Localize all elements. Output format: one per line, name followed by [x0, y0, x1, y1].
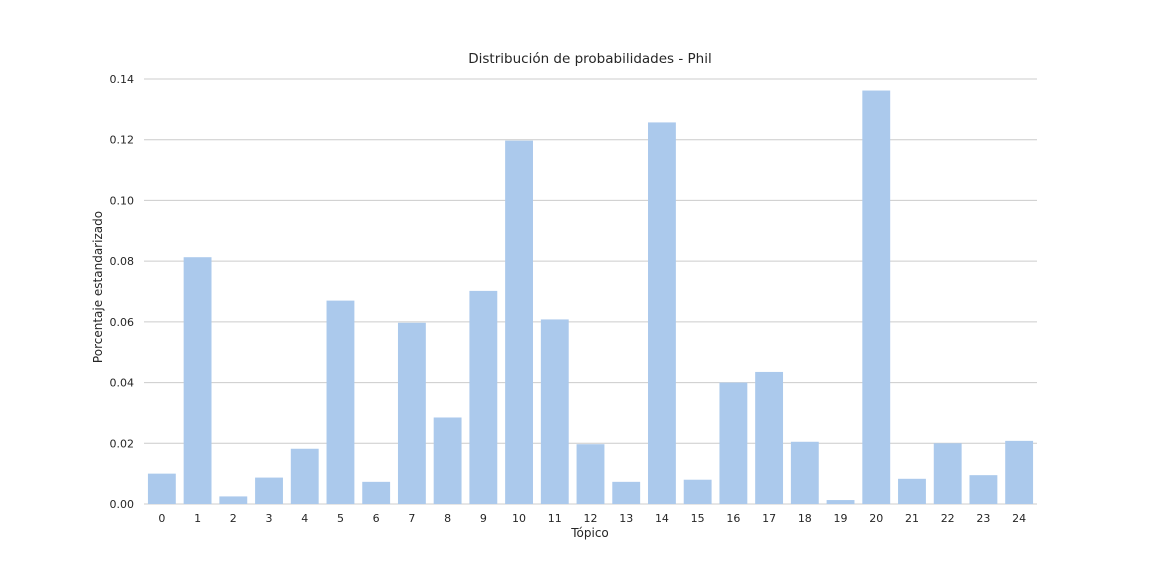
x-tick-label: 9	[480, 512, 487, 525]
bar-topic-18	[790, 441, 819, 504]
bar-topic-22	[933, 443, 962, 504]
x-tick-label: 2	[230, 512, 237, 525]
x-tick-label: 23	[976, 512, 990, 525]
bar-topic-17	[755, 371, 784, 504]
bar-topic-5	[326, 300, 355, 504]
x-tick-label: 24	[1012, 512, 1026, 525]
bar-topic-16	[719, 382, 748, 504]
bar-topic-21	[898, 478, 926, 504]
bar-topic-9	[469, 290, 498, 504]
x-tick-label: 1	[194, 512, 201, 525]
x-tick-label: 5	[337, 512, 344, 525]
x-tick-label: 19	[834, 512, 848, 525]
bar-topic-11	[540, 319, 569, 504]
y-tick-label: 0.02	[110, 437, 135, 450]
bar-topic-13	[612, 481, 641, 504]
x-tick-label: 13	[619, 512, 633, 525]
x-tick-label: 16	[726, 512, 740, 525]
bar-topic-23	[969, 475, 998, 504]
bar-topic-15	[683, 479, 712, 504]
y-tick-label: 0.12	[110, 134, 135, 147]
x-tick-label: 21	[905, 512, 919, 525]
x-tick-label: 12	[584, 512, 598, 525]
x-tick-label: 3	[266, 512, 273, 525]
y-tick-labels: 0.00 0.02 0.04 0.06 0.08 0.10 0.12 0.14	[110, 73, 135, 511]
bar-topic-10	[505, 140, 533, 504]
chart-title: Distribución de probabilidades - Phil	[468, 51, 712, 67]
x-tick-label: 17	[762, 512, 776, 525]
gridlines	[144, 78, 1037, 505]
y-tick-label: 0.04	[110, 377, 135, 390]
x-tick-label: 6	[373, 512, 380, 525]
x-tick-label: 18	[798, 512, 812, 525]
y-axis-label: Porcentaje estandarizado	[91, 211, 105, 363]
bar-topic-14	[648, 122, 676, 505]
bar-topic-19	[826, 500, 855, 504]
bar-topic-20	[862, 90, 891, 505]
bar-topic-2	[219, 496, 248, 504]
x-tick-label: 0	[158, 512, 165, 525]
bar-topic-3	[255, 477, 283, 504]
bar-topic-4	[290, 448, 319, 504]
bar-topic-6	[362, 481, 391, 504]
bar-topic-12	[576, 444, 605, 504]
y-tick-label: 0.14	[110, 73, 135, 86]
bar-topic-1	[183, 257, 212, 504]
x-tick-label: 15	[691, 512, 705, 525]
bar-topic-24	[1005, 440, 1034, 504]
y-tick-label: 0.06	[110, 316, 135, 329]
bar-topic-0	[147, 473, 176, 504]
x-tick-labels: 0 1 2 3 4 5 6 7 8 9 10 11 12 13 14 15 16 17 18 19 20 21 22 23 24	[158, 512, 1026, 525]
bar-topic-7	[397, 322, 426, 504]
x-tick-label: 22	[941, 512, 955, 525]
x-tick-label: 10	[512, 512, 526, 525]
y-tick-label: 0.10	[110, 194, 135, 207]
y-tick-label: 0.08	[110, 255, 135, 268]
y-tick-label: 0.00	[110, 498, 135, 511]
x-tick-label: 20	[869, 512, 883, 525]
x-tick-label: 7	[408, 512, 415, 525]
x-axis-label: Tópico	[570, 526, 609, 540]
x-tick-label: 11	[548, 512, 562, 525]
x-tick-label: 4	[301, 512, 308, 525]
x-tick-label: 8	[444, 512, 451, 525]
x-tick-label: 14	[655, 512, 669, 525]
bars	[147, 90, 1034, 505]
bar-topic-8	[433, 417, 462, 504]
